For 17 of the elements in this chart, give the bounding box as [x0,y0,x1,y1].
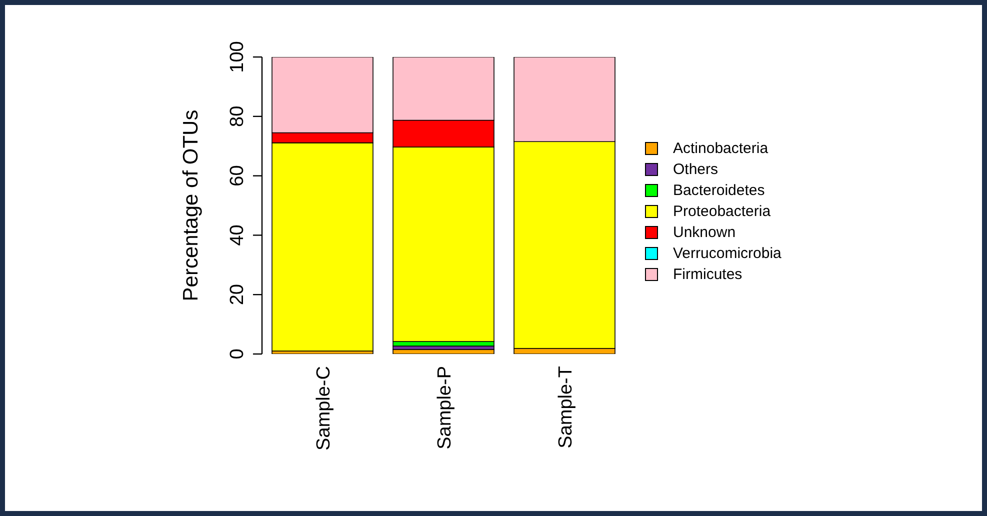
x-tick-label: Sample-T [556,366,576,448]
legend-label: Bacteroidetes [673,182,765,199]
y-tick-label: 60 [227,165,248,186]
legend-label: Actinobacteria [673,140,768,157]
legend-label: Others [673,161,718,178]
y-tick-label: 0 [227,348,248,360]
x-tick-label: Sample-C [314,366,334,450]
legend-label: Proteobacteria [673,203,771,220]
y-tick-label: 40 [227,224,248,246]
x-tick-label: Sample-P [434,366,456,450]
legend-label: Firmicutes [673,266,742,283]
legend-label: Unknown [673,224,736,241]
y-tick-label: 20 [227,284,248,306]
y-tick-label: 100 [227,41,248,73]
legend-label: Verrucomicrobia [673,245,782,262]
y-axis-title: Percentage of OTUs [179,110,202,302]
y-tick-label: 80 [227,106,248,127]
